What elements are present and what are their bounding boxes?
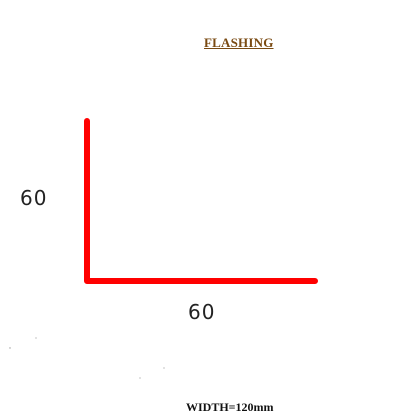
flashing-profile-line [84,118,318,284]
width-note: WIDTH=120mm [186,400,274,414]
drawing-title: FLASHING [204,35,274,50]
horizontal-leg-dimension: 60 [188,300,215,324]
stray-mark [139,377,141,379]
vertical-leg-dimension: 60 [20,186,47,210]
stray-mark [9,347,11,349]
stray-mark [163,367,165,369]
stray-mark [35,337,37,339]
